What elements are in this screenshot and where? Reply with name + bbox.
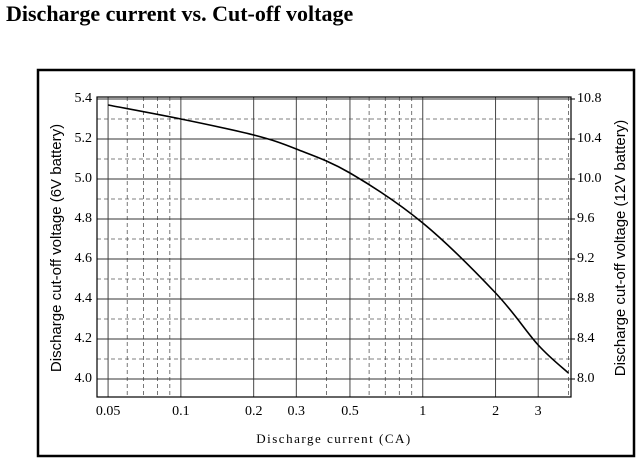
y-tick-label: 4.8: [75, 211, 93, 226]
y2-tick-label: 10.4: [577, 131, 602, 146]
plot-area: [96, 96, 572, 398]
x-tick-label: 2: [492, 404, 499, 419]
y2-tick-label: 8.4: [577, 331, 595, 346]
y2-tick-label: 8.8: [577, 291, 595, 306]
y-tick-label: 4.0: [75, 371, 93, 386]
x-axis-label: Discharge current (CA): [256, 431, 412, 446]
y2-tick-label: 9.2: [577, 251, 595, 266]
chart-title: Discharge current vs. Cut-off voltage: [6, 1, 353, 26]
y-tick-label: 4.4: [75, 291, 93, 306]
x-tick-label: 0.3: [288, 404, 306, 419]
y2-tick-label: 10.0: [577, 171, 602, 186]
x-tick-label: 0.5: [341, 404, 359, 419]
line-series: [107, 104, 569, 374]
y2-tick-label: 9.6: [577, 211, 595, 226]
y-tick-label: 4.2: [75, 331, 93, 346]
y-tick-label: 5.2: [75, 131, 93, 146]
y-tick-label: 5.0: [75, 171, 93, 186]
y-axis-label: Discharge cut-off voltage (6V battery): [48, 124, 65, 372]
y2-tick-label: 10.8: [577, 91, 602, 106]
x-tick-label: 0.1: [172, 404, 190, 419]
x-tick-label: 0.05: [96, 404, 121, 419]
y-tick-label: 4.6: [75, 251, 93, 266]
x-tick-label: 0.2: [245, 404, 263, 419]
x-tick-label: 1: [419, 404, 426, 419]
y2-axis-label: Discharge cut-off voltage (12V battery): [612, 120, 629, 377]
x-tick-label: 3: [535, 404, 542, 419]
y2-tick-label: 8.0: [577, 371, 595, 386]
frame: [36, 68, 636, 458]
y-tick-label: 5.4: [75, 91, 93, 106]
